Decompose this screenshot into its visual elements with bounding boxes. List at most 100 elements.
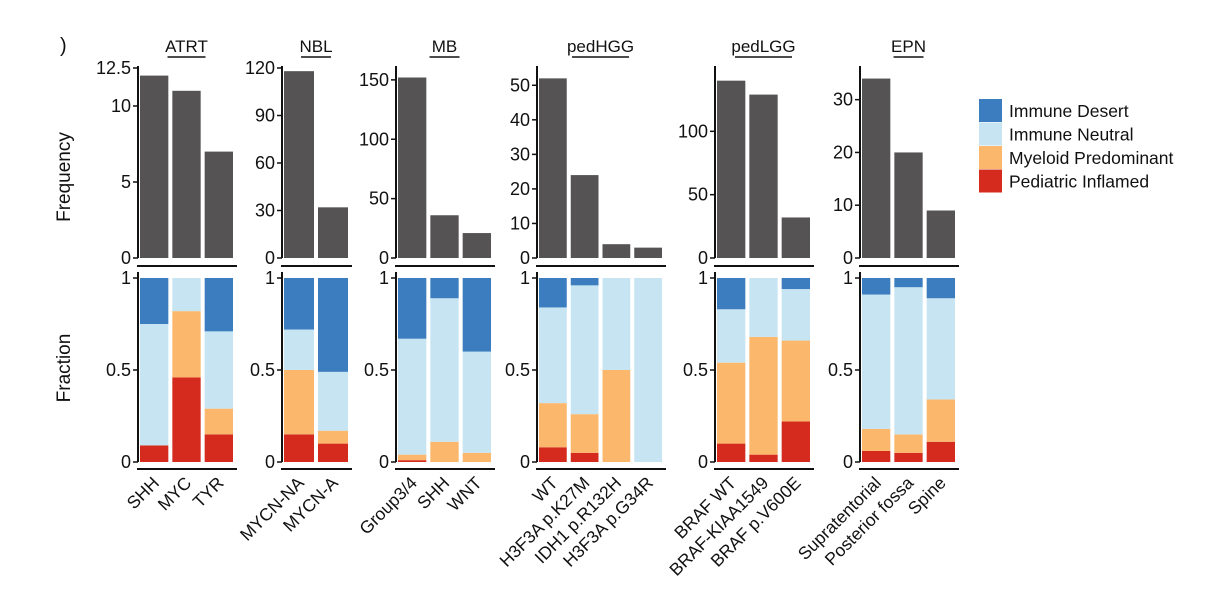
- fraction-segment-immune-neutral: [602, 278, 631, 370]
- category-label: SHH: [413, 473, 453, 513]
- fraction-segment-immune-desert: [781, 278, 810, 290]
- fraction-segment-pediatric-inflamed: [318, 443, 348, 462]
- fraction-segment-immune-desert: [398, 278, 427, 339]
- frequency-bar: [398, 77, 427, 258]
- panel-title: pedLGG: [731, 37, 795, 56]
- frequency-bar: [539, 78, 567, 258]
- frequency-bar: [204, 151, 233, 258]
- fraction-segment-pediatric-inflamed: [781, 421, 810, 462]
- fraction-segment-immune-desert: [462, 278, 491, 352]
- fraction-tick-label: 0: [698, 452, 708, 472]
- legend-label: Myeloid Predominant: [1009, 148, 1174, 168]
- fraction-tick-label: 1: [843, 268, 853, 288]
- panel-title: ATRT: [165, 37, 208, 56]
- fraction-tick-label: 0.5: [364, 360, 389, 380]
- fraction-tick-label: 1: [265, 268, 275, 288]
- frequency-tick-label: 120: [245, 58, 275, 78]
- fraction-segment-immune-desert: [539, 278, 567, 308]
- category-label: TYR: [189, 473, 228, 512]
- fraction-segment-immune-neutral: [862, 294, 891, 429]
- y-axis-title-frequency: Frequency: [54, 132, 75, 222]
- fraction-segment-immune-neutral: [284, 329, 314, 370]
- fraction-tick-label: 0.5: [683, 360, 708, 380]
- fraction-tick-label: 0.5: [250, 360, 275, 380]
- fraction-segment-immune-desert: [284, 278, 314, 330]
- frequency-bar: [926, 210, 955, 258]
- fraction-segment-myeloid-predominant: [602, 370, 631, 462]
- fraction-segment-myeloid-predominant: [430, 441, 459, 462]
- frequency-tick-label: 12.5: [96, 58, 131, 78]
- fraction-segment-myeloid-predominant: [894, 434, 923, 453]
- legend-label: Immune Neutral: [1009, 125, 1134, 145]
- fraction-tick-label: 0: [379, 452, 389, 472]
- fraction-segment-pediatric-inflamed: [204, 434, 233, 462]
- fraction-segment-pediatric-inflamed: [862, 450, 891, 462]
- category-label: WNT: [443, 472, 486, 515]
- fraction-tick-label: 0.5: [828, 360, 853, 380]
- fraction-segment-pediatric-inflamed: [398, 460, 427, 462]
- frequency-tick-label: 20: [510, 179, 530, 199]
- frequency-tick-label: 30: [833, 90, 853, 110]
- fraction-tick-label: 0: [843, 452, 853, 472]
- fraction-segment-myeloid-predominant: [781, 340, 810, 422]
- frequency-bar: [462, 233, 491, 258]
- frequency-bar: [284, 71, 314, 259]
- legend-label: Immune Desert: [1009, 101, 1129, 121]
- fraction-segment-immune-neutral: [398, 338, 427, 455]
- frequency-tick-label: 0: [121, 248, 131, 268]
- frequency-bar: [717, 80, 746, 259]
- legend: Immune Desert Immune Neutral Myeloid Predo…: [979, 99, 1174, 193]
- frequency-tick-label: 0: [520, 248, 530, 268]
- fraction-segment-immune-desert: [430, 278, 459, 299]
- fraction-segment-immune-neutral: [634, 278, 662, 462]
- fraction-segment-pediatric-inflamed: [140, 445, 169, 462]
- fraction-tick-label: 1: [520, 268, 530, 288]
- fraction-segment-immune-neutral: [462, 351, 491, 453]
- frequency-tick-label: 60: [255, 153, 275, 173]
- frequency-tick-label: 90: [255, 106, 275, 126]
- fraction-segment-immune-neutral: [570, 285, 599, 415]
- frequency-tick-label: 0: [265, 248, 275, 268]
- frequency-tick-label: 10: [833, 195, 853, 215]
- fraction-segment-immune-neutral: [894, 287, 923, 435]
- legend-swatch: [979, 122, 1002, 146]
- frequency-tick-label: 0: [379, 248, 389, 268]
- fraction-segment-immune-desert: [318, 278, 348, 372]
- fraction-segment-myeloid-predominant: [749, 336, 778, 455]
- fraction-tick-label: 0.5: [106, 360, 131, 380]
- fraction-segment-myeloid-predominant: [717, 362, 746, 444]
- fraction-segment-immune-desert: [570, 278, 599, 286]
- fraction-segment-immune-neutral: [318, 371, 348, 431]
- panel-marker: ): [60, 35, 67, 57]
- frequency-bar: [634, 247, 662, 258]
- frequency-bar: [862, 78, 891, 258]
- fraction-segment-immune-neutral: [926, 298, 955, 400]
- frequency-tick-label: 30: [510, 144, 530, 164]
- fraction-segment-immune-neutral: [749, 278, 778, 337]
- frequency-tick-label: 50: [688, 185, 708, 205]
- frequency-tick-label: 0: [698, 248, 708, 268]
- fraction-segment-immune-desert: [140, 278, 169, 324]
- fraction-segment-myeloid-predominant: [570, 414, 599, 453]
- category-label: Group3/4: [355, 472, 421, 538]
- legend-swatch: [979, 169, 1002, 193]
- fraction-segment-immune-neutral: [430, 298, 459, 442]
- frequency-bar: [570, 175, 599, 258]
- panels: ATRT051012.500.51SHHMYCTYRNBL03060901200…: [96, 37, 959, 580]
- fraction-segment-immune-neutral: [717, 309, 746, 363]
- fraction-tick-label: 0: [121, 452, 131, 472]
- panel-title: NBL: [299, 37, 332, 56]
- frequency-tick-label: 10: [111, 96, 131, 116]
- fraction-segment-myeloid-predominant: [462, 452, 491, 462]
- fraction-segment-myeloid-predominant: [284, 370, 314, 435]
- category-label: Spine: [904, 473, 950, 519]
- fraction-segment-immune-neutral: [140, 324, 169, 446]
- fraction-segment-pediatric-inflamed: [284, 434, 314, 462]
- fraction-tick-label: 0: [520, 452, 530, 472]
- fraction-segment-immune-neutral: [781, 289, 810, 341]
- frequency-bar: [172, 90, 201, 258]
- frequency-tick-label: 5: [121, 172, 131, 192]
